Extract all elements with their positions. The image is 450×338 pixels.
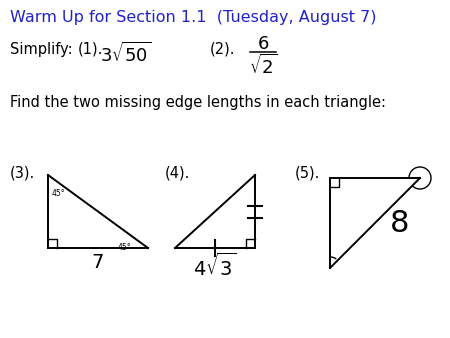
Text: (3).: (3). [10, 165, 35, 180]
Text: $3\sqrt{50}$: $3\sqrt{50}$ [100, 42, 151, 66]
Text: Find the two missing edge lengths in each triangle:: Find the two missing edge lengths in eac… [10, 95, 386, 110]
Text: Warm Up for Section 1.1  (Tuesday, August 7): Warm Up for Section 1.1 (Tuesday, August… [10, 10, 377, 25]
Text: Simplify:: Simplify: [10, 42, 72, 57]
Text: $4\sqrt{3}$: $4\sqrt{3}$ [194, 253, 237, 280]
Text: 8: 8 [390, 209, 410, 238]
Text: (5).: (5). [295, 165, 320, 180]
Text: (1).: (1). [78, 42, 104, 57]
Text: $\sqrt{2}$: $\sqrt{2}$ [249, 54, 277, 78]
Text: 45°: 45° [118, 243, 131, 252]
Text: 45°: 45° [52, 189, 66, 198]
Text: (4).: (4). [165, 165, 190, 180]
Text: 7: 7 [92, 253, 104, 272]
Text: (2).: (2). [210, 42, 235, 57]
Text: 6: 6 [257, 35, 269, 53]
